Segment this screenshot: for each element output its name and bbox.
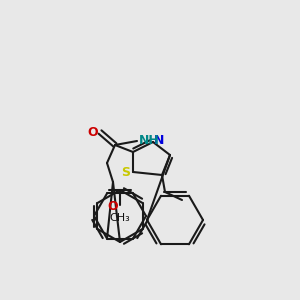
Text: O: O [88, 125, 98, 139]
Text: NH: NH [139, 134, 159, 148]
Text: S: S [122, 167, 130, 179]
Text: CH₃: CH₃ [110, 213, 130, 223]
Text: O: O [108, 200, 118, 212]
Text: N: N [154, 134, 164, 148]
